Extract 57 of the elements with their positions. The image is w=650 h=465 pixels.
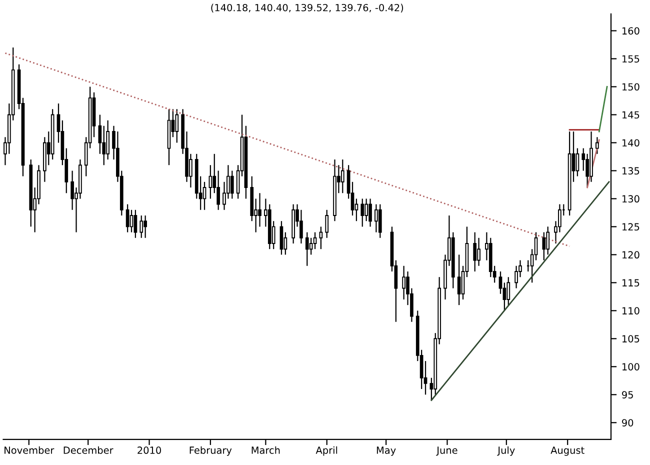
y-tick-label: 100 (622, 363, 640, 370)
y-tick-label: 145 (622, 111, 640, 119)
candlestick (360, 198, 364, 228)
x-tick-label: August (550, 446, 584, 456)
x-tick-label: November (4, 446, 54, 454)
y-tick-label: 125 (622, 223, 640, 231)
candlestick (374, 204, 378, 233)
candlestick (319, 226, 323, 250)
candlestick (144, 214, 147, 238)
candlestick (368, 198, 372, 228)
candlestick (473, 232, 477, 272)
candlestick (313, 232, 317, 250)
y-tick-label: 135 (622, 167, 640, 175)
x-tick-label: March (252, 446, 280, 454)
candlestick (576, 148, 580, 177)
candlestick (280, 220, 284, 256)
y-tick-label: 150 (622, 83, 640, 91)
candlestick (175, 108, 179, 144)
candlestick (506, 276, 510, 306)
candlestick (378, 204, 382, 238)
y-tick-label: 105 (622, 335, 640, 342)
candlestick (258, 192, 262, 228)
x-tick-label: February (190, 446, 232, 456)
candlestick (134, 209, 138, 238)
y-tick-label: 90 (622, 419, 634, 426)
candlestick (130, 209, 134, 233)
y-tick-label: 140 (622, 139, 640, 147)
candlestick (305, 232, 309, 266)
candlestick (309, 237, 313, 256)
chart-title: (140.18, 140.40, 139.52, 139.76, -0.42) (211, 4, 404, 12)
candlestick (126, 204, 130, 233)
candlestick (340, 158, 344, 194)
y-tick-label: 120 (622, 251, 640, 259)
candlestick (230, 170, 234, 200)
y-tick-label: 130 (622, 195, 640, 203)
y-tick-label: 155 (622, 55, 640, 63)
x-tick-label: May (376, 446, 396, 456)
candlestick (542, 232, 546, 261)
candlestick (325, 209, 329, 238)
candlestick (98, 114, 102, 154)
y-tick-label: 110 (622, 307, 640, 314)
candlestick (208, 164, 212, 200)
candlestick (140, 214, 144, 238)
candlestick (202, 181, 206, 210)
y-tick-label: 160 (622, 27, 640, 35)
candlestick (402, 265, 406, 300)
y-tick-label: 95 (622, 391, 633, 398)
x-tick-label: December (64, 446, 114, 454)
x-tick-label: June (436, 446, 458, 456)
x-tick-label: April (316, 446, 338, 456)
x-tick-label: 2010 (138, 446, 161, 454)
candlestick (457, 254, 461, 306)
x-tick-label: July (497, 446, 515, 456)
candlestick (364, 198, 368, 222)
candlestick (596, 136, 599, 154)
candlestick (477, 237, 480, 266)
y-tick-label: 115 (622, 279, 640, 287)
